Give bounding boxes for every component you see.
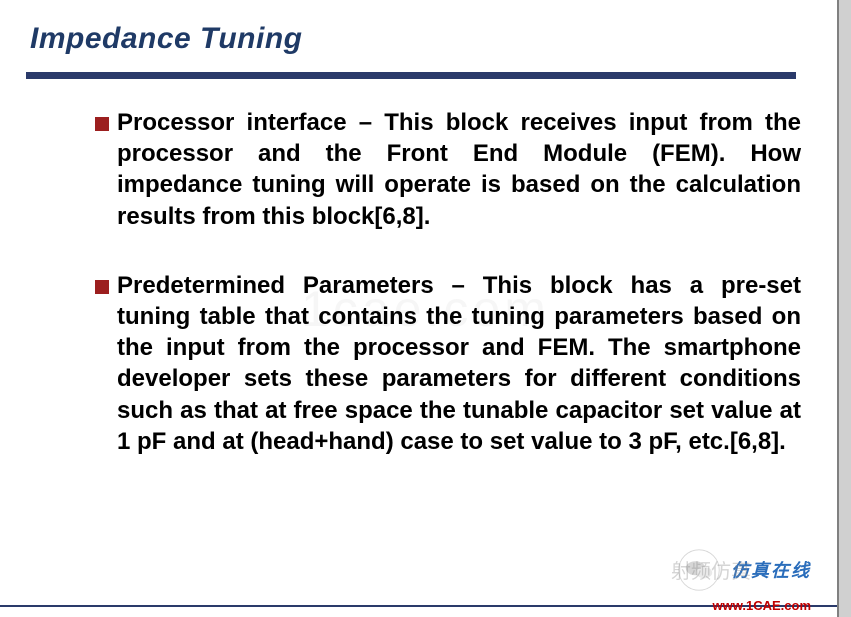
- slide-container: Impedance Tuning Processor interface – T…: [0, 0, 851, 617]
- bullet-item: Predetermined Parameters – This block ha…: [95, 270, 801, 457]
- content-area: Processor interface – This block receive…: [0, 79, 851, 457]
- watermark-group: 射频仿真 仿真在线 www.1CAE.com: [677, 548, 811, 615]
- bullet-marker-icon: [95, 117, 109, 131]
- bullet-item: Processor interface – This block receive…: [95, 107, 801, 232]
- bullet-marker-icon: [95, 280, 109, 294]
- bullet-text: Processor interface – This block receive…: [117, 107, 801, 232]
- slide-title: Impedance Tuning: [30, 22, 851, 56]
- bullet-text: Predetermined Parameters – This block ha…: [117, 270, 801, 457]
- title-area: Impedance Tuning: [0, 0, 851, 56]
- scrollbar-gutter: [839, 0, 851, 617]
- title-underline: [26, 72, 796, 79]
- overlay-text: 射频仿真: [531, 555, 751, 615]
- scrollbar-edge: [837, 0, 839, 617]
